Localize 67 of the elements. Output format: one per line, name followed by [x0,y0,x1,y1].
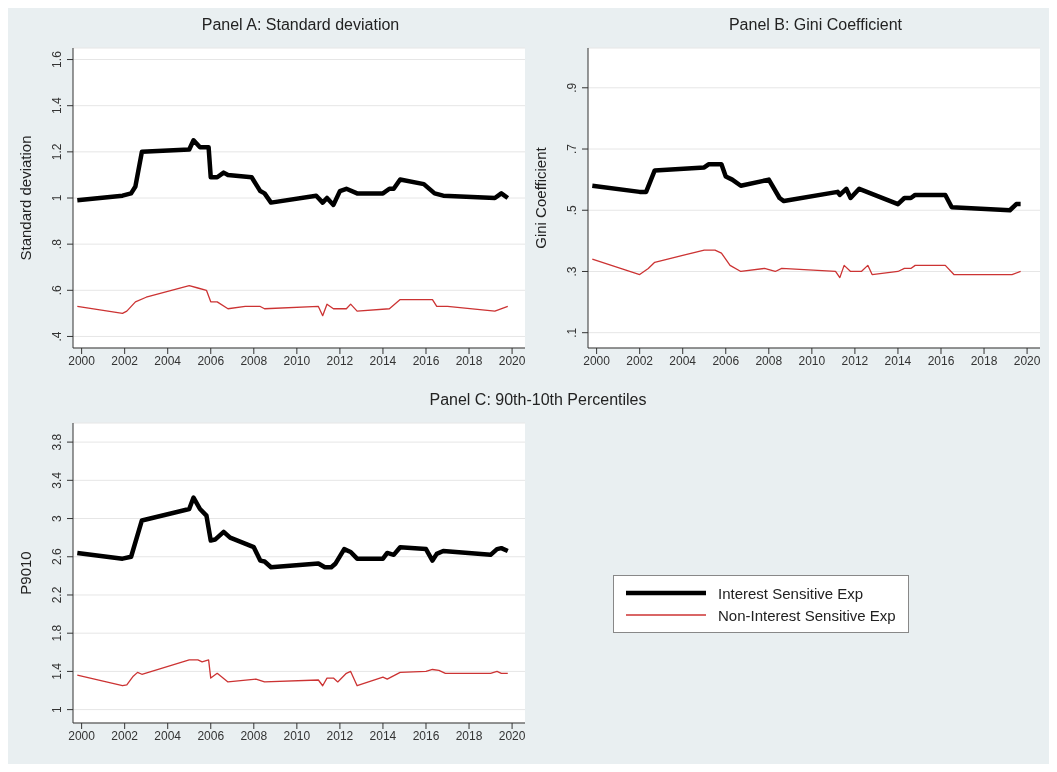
y-tick-label: 3.4 [50,471,64,489]
chart-title: Panel A: Standard deviation [200,15,401,35]
x-tick-label: 2004 [154,728,182,743]
y-tick-label: 2.2 [50,586,64,604]
y-tick-label: 1.2 [50,143,64,161]
x-tick-label: 2014 [369,728,397,743]
x-tick-label: 2012 [841,353,869,368]
x-tick-label: 2016 [927,353,955,368]
x-tick-label: 2004 [154,353,182,368]
line-series [590,162,1023,213]
y-axis-title: Standard deviation [17,135,35,261]
y-tick-label: 3.8 [50,433,64,451]
x-tick-label: 2016 [412,353,440,368]
y-tick-label: .9 [565,82,579,93]
x-tick-label: 2016 [412,728,440,743]
text: Non-Interest Sensitive Exp [718,606,896,624]
y-tick-label: .1 [565,327,579,338]
x-tick-label: 2018 [455,353,483,368]
y-tick-label: .3 [565,266,579,277]
y-tick-label: 1.4 [50,97,64,115]
line-series [76,285,509,317]
x-tick-label: 2000 [68,353,96,368]
y-tick-label: .6 [50,284,64,296]
x-tick-label: 2002 [111,353,139,368]
y-tick-label: .5 [565,204,579,216]
x-tick-label: 2010 [798,353,826,368]
line-series [591,249,1022,279]
x-tick-label: 2008 [240,728,268,743]
x-tick-label: 2006 [197,353,225,368]
x-tick-label: 2012 [326,728,354,743]
x-tick-label: 2004 [669,353,697,368]
x-tick-label: 2010 [283,728,311,743]
x-tick-label: 2002 [111,728,139,743]
y-tick-label: .7 [565,143,579,155]
x-tick-label: 2018 [970,353,998,368]
y-tick-label: .8 [50,238,64,250]
line-series [75,495,511,570]
x-tick-label: 2002 [626,353,654,368]
x-tick-label: 2010 [283,353,311,368]
y-axis-title: Gini Coefficient [532,146,550,249]
line-series [76,659,509,687]
x-tick-label: 2014 [369,353,397,368]
y-tick-label: 1 [50,705,64,713]
y-tick-label: 1.4 [50,662,64,680]
y-tick-label: 1.8 [50,624,64,642]
x-tick-label: 2006 [712,353,740,368]
x-tick-label: 2000 [583,353,611,368]
y-tick-label: 1.6 [50,50,64,68]
y-tick-label: 1 [50,194,64,202]
x-tick-label: 2018 [455,728,483,743]
x-tick-label: 2012 [326,353,354,368]
x-tick-label: 2006 [197,728,225,743]
x-tick-label: 2008 [755,353,783,368]
y-tick-label: 3 [50,514,64,522]
x-tick-label: 2020 [1013,353,1041,368]
line-series [75,138,511,208]
x-tick-label: 2000 [68,728,96,743]
y-tick-label: .4 [50,331,64,342]
x-tick-label: 2008 [240,353,268,368]
chart-title: Panel B: Gini Coefficient [727,15,904,35]
x-tick-label: 2014 [884,353,912,368]
x-tick-label: 2020 [498,353,526,368]
chart-title: Panel C: 90th-10th Percentiles [428,390,648,410]
y-tick-label: 2.6 [50,548,64,566]
x-tick-label: 2020 [498,728,526,743]
text: Interest Sensitive Exp [718,584,864,602]
y-axis-title: P9010 [17,551,35,595]
